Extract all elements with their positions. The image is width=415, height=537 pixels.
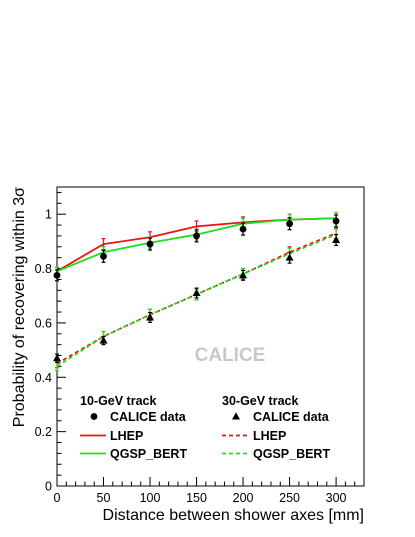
30gev-calice-data-point <box>285 253 294 261</box>
y-tick-label: 0.6 <box>35 316 52 330</box>
y-tick-label: 1 <box>45 208 52 222</box>
legend-label-30gev: CALICE data <box>253 410 330 424</box>
legend: 10-GeV track 30-GeV track CALICE data LHEP Q… <box>80 394 330 461</box>
x-axis-label: Distance between shower axes [mm] <box>103 507 364 524</box>
axes: 0 50 100 150 200 250 300 0 0.2 0.4 0.6 0.8 1 <box>35 191 365 505</box>
10gev-calice-data-point <box>53 271 61 279</box>
legend-label-30gev: QGSP_BERT <box>253 447 330 461</box>
10gev-calice-data-point <box>100 252 107 260</box>
legend-label-30gev: LHEP <box>253 429 286 443</box>
y-tick-label: 0.2 <box>35 425 52 439</box>
legend-marker-30gev-data <box>232 412 240 420</box>
10gev-calice-data-point <box>193 232 200 240</box>
10gev-calice-data-point <box>332 217 340 225</box>
10gev-calice-data-point <box>239 225 247 233</box>
x-tick-label: 100 <box>140 491 161 505</box>
30gev-calice-data-point <box>332 235 341 244</box>
y-tick-label: 0 <box>45 480 52 494</box>
10gev-calice-data-point <box>146 240 154 248</box>
legend-header-30gev: 30-GeV track <box>222 394 298 408</box>
30gev-calice-data-point <box>192 288 201 297</box>
10gev-lhep-line <box>56 217 337 273</box>
x-tick-label: 0 <box>54 491 61 505</box>
watermark: CALICE <box>195 345 266 366</box>
y-axis-label: Probability of recovering within 3σ <box>11 187 28 427</box>
y-tick-label: 0.4 <box>35 371 52 385</box>
legend-label-10gev: LHEP <box>110 429 143 443</box>
x-tick-label: 300 <box>326 491 347 505</box>
legend-header-10gev: 10-GeV track <box>80 394 156 408</box>
legend-label-10gev: QGSP_BERT <box>110 447 187 461</box>
legend-label-10gev: CALICE data <box>110 410 187 424</box>
30gev-calice-data-point <box>239 271 248 279</box>
x-tick-label: 250 <box>279 491 300 505</box>
y-tick-label: 0.8 <box>35 262 52 276</box>
10gev-calice-data-point <box>286 220 293 228</box>
x-tick-label: 150 <box>186 491 207 505</box>
x-tick-label: 50 <box>97 491 111 505</box>
30gev-calice-data-point <box>99 336 108 344</box>
legend-marker-10gev-data <box>90 413 98 420</box>
plot-frame <box>56 186 365 487</box>
30gev-calice-data-point <box>53 353 61 362</box>
series-layer <box>53 212 341 372</box>
x-tick-label: 200 <box>233 491 254 505</box>
30gev-calice-data-point <box>146 313 155 321</box>
